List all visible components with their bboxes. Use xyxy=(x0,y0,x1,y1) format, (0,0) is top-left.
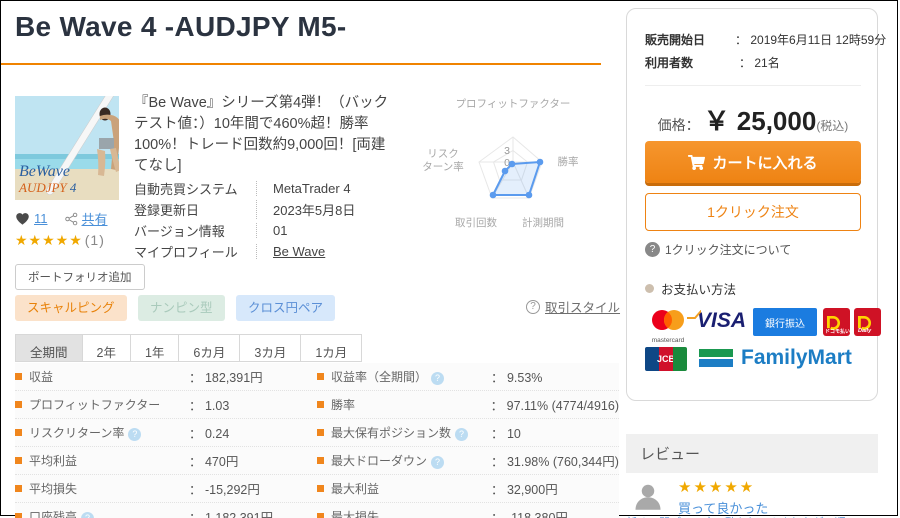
svg-text:勝率: 勝率 xyxy=(558,155,579,168)
svg-text:3: 3 xyxy=(504,145,510,157)
svg-text:プロフィットファクター: プロフィットファクター xyxy=(456,98,571,110)
svg-text:計測期間: 計測期間 xyxy=(522,216,564,229)
svg-text:AUDJPY 4: AUDJPY 4 xyxy=(18,180,77,195)
svg-text:ターン率: ターン率 xyxy=(422,160,463,173)
svg-text:リスク: リスク xyxy=(427,148,459,160)
svg-text:取引回数: 取引回数 xyxy=(455,216,497,229)
svg-text:BeWave: BeWave xyxy=(19,163,70,180)
